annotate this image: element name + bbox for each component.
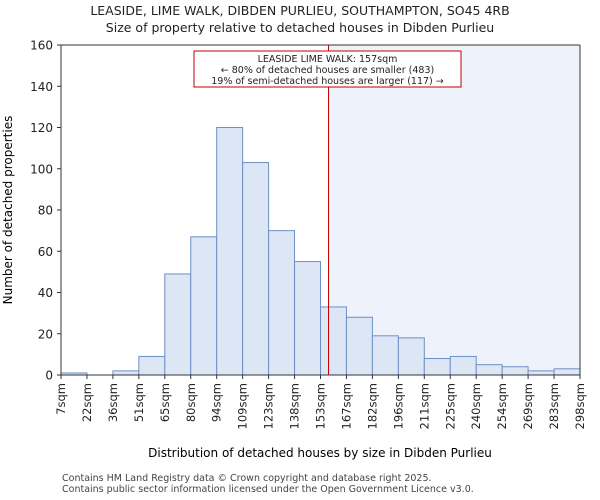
bar-138sqm [294,261,321,376]
y-tick-label: 140 [30,80,53,94]
footer-line-1: Contains HM Land Registry data © Crown c… [62,473,432,484]
bar-254sqm [501,366,529,376]
y-tick-label: 80 [38,204,53,218]
bar-269sqm [527,370,555,376]
bar-196sqm [397,337,425,376]
y-tick-label: 0 [45,369,53,383]
property-marker: LEASIDE LIME WALK: 157sqm← 80% of detach… [193,45,462,375]
bar-36sqm [112,370,140,376]
bar-51sqm [138,355,166,376]
x-tick-label: 109sqm [236,383,250,429]
x-tick-label: 7sqm [54,383,68,415]
y-tick-label: 120 [30,121,53,135]
bar-225sqm [449,355,477,376]
y-tick-label: 20 [38,327,53,341]
x-tick-label: 51sqm [132,383,146,422]
annotation-smaller: ← 80% of detached houses are smaller (48… [221,65,434,76]
bars-group [60,127,581,376]
x-tick-label: 167sqm [339,383,353,429]
x-tick-label: 269sqm [521,383,535,429]
footer-line-2: Contains public sector information licen… [62,484,474,495]
bar-65sqm [164,273,192,376]
x-tick-label: 80sqm [184,383,198,422]
annotation-title: LEASIDE LIME WALK: 157sqm [258,54,398,65]
x-tick-label: 225sqm [443,383,457,429]
annotation-box [193,50,462,88]
x-axis-label: Distribution of detached houses by size … [148,446,492,460]
bar-109sqm [242,162,270,376]
bar-123sqm [268,230,296,376]
x-tick-label: 283sqm [547,383,561,429]
x-tick-label: 298sqm [573,383,587,429]
bar-211sqm [423,358,451,376]
bar-283sqm [553,368,581,376]
y-tick-label: 100 [30,162,53,176]
chart-title-block: LEASIDE, LIME WALK, DIBDEN PURLIEU, SOUT… [0,2,600,36]
y-tick-label: 60 [38,245,53,259]
x-tick-label: 153sqm [314,383,328,429]
bar-80sqm [190,236,218,376]
x-tick-label: 94sqm [210,383,224,422]
y-tick-label: 160 [30,39,53,53]
y-tick-label: 40 [38,286,53,300]
x-tick-label: 182sqm [365,383,379,429]
x-tick-label: 138sqm [288,383,302,429]
x-tick-label: 123sqm [262,383,276,429]
histogram-chart: 0 20 40 60 80 100 120 140 160 7sqm 22sqm 36sqm 51sqm… [1,39,587,461]
bar-153sqm [320,306,347,376]
x-tick-label: 36sqm [106,383,120,422]
x-tick-label: 65sqm [158,383,172,422]
y-axis-label: Number of detached properties [1,116,15,305]
bar-182sqm [371,335,399,376]
x-tick-label: 211sqm [417,383,431,429]
x-tick-label: 240sqm [469,383,483,429]
chart-subtitle: Size of property relative to detached ho… [105,20,495,35]
chart-title: LEASIDE, LIME WALK, DIBDEN PURLIEU, SOUT… [90,3,510,18]
bar-240sqm [475,364,503,376]
axes-group: 0 20 40 60 80 100 120 140 160 7sqm 22sqm 36sqm 51sqm… [30,39,587,430]
x-tick-label: 22sqm [80,383,94,422]
annotation-larger: 19% of semi-detached houses are larger (… [211,76,444,87]
x-tick-label: 196sqm [391,383,405,429]
attribution-footer: Contains HM Land Registry data © Crown c… [62,473,474,495]
bar-167sqm [345,316,373,376]
bar-94sqm [216,127,244,376]
x-tick-label: 254sqm [495,383,509,429]
